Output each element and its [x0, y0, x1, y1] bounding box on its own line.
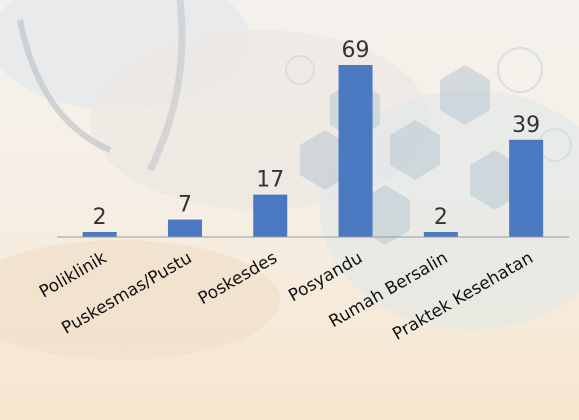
category-tick-label: Praktek Kesehatan	[389, 248, 536, 345]
bar-poliklinik	[82, 232, 117, 237]
data-label: 39	[512, 113, 540, 138]
data-label: 2	[434, 205, 448, 230]
bar-posyandu	[338, 65, 373, 237]
data-label: 69	[342, 38, 370, 63]
category-tick-label: Poskesdes	[195, 248, 281, 309]
data-label: 7	[178, 193, 192, 218]
bar-rumah-bersalin	[423, 232, 458, 237]
category-tick-label: Poliklinik	[36, 248, 110, 302]
data-label: 2	[93, 205, 107, 230]
data-label: 17	[256, 168, 284, 193]
bar-poskesdes	[253, 194, 288, 237]
bar-praktek-kesehatan	[509, 139, 544, 237]
bar-puskesmas-pustu	[167, 219, 202, 237]
